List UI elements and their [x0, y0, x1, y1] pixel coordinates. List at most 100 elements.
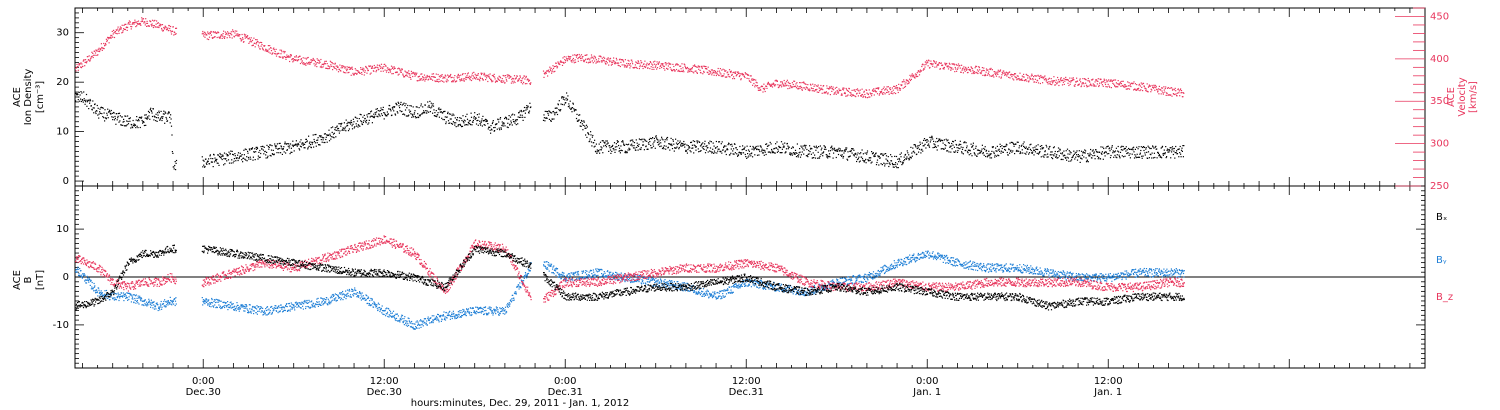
velocity-series-point [773, 84, 775, 86]
density-series-point [994, 156, 996, 158]
density-series-point [833, 148, 835, 151]
velocity-series-point [1018, 77, 1020, 80]
velocity-series-point [1122, 84, 1124, 87]
velocity-series-point [470, 79, 473, 82]
velocity-series-point [511, 80, 513, 82]
density-series-point [944, 144, 946, 146]
velocity-series-point [730, 70, 732, 72]
velocity-series-point [95, 49, 97, 51]
density-series-point [171, 134, 173, 136]
velocity-series-point [214, 31, 216, 33]
velocity-series-point [600, 60, 602, 62]
density-series-point [448, 122, 450, 124]
velocity-series-point [976, 65, 978, 68]
density-series-point [298, 144, 300, 146]
velocity-series-point [808, 88, 810, 90]
velocity-series-point [324, 60, 326, 62]
density-series-point [895, 165, 897, 167]
velocity-series-point [627, 59, 629, 61]
density-series-point [423, 111, 426, 113]
velocity-series-point [458, 76, 460, 78]
velocity-series-point [866, 92, 868, 94]
velocity-series-point [1017, 78, 1019, 80]
density-series-point [648, 138, 650, 141]
velocity-series-point [948, 66, 950, 68]
velocity-series-point [527, 78, 529, 81]
density-series-point [275, 145, 278, 147]
velocity-series-point [1062, 79, 1064, 81]
velocity-series-point [1117, 80, 1119, 82]
density-series-point [589, 140, 591, 142]
velocity-series-point [397, 68, 399, 70]
density-series-point [104, 109, 106, 111]
density-series-point [296, 144, 298, 146]
density-series-point [364, 117, 366, 120]
velocity-series-point [474, 73, 476, 75]
density-series-point [934, 145, 936, 147]
density-series-point [578, 119, 580, 121]
velocity-series-point [580, 57, 582, 60]
velocity-series-point [825, 92, 827, 94]
velocity-series-point [525, 76, 527, 79]
density-series-point [595, 143, 597, 145]
velocity-series-point [836, 86, 838, 88]
velocity-series-point [606, 58, 608, 60]
density-series-point [947, 139, 949, 141]
density-series-point [79, 94, 81, 96]
density-series-point [775, 143, 777, 145]
velocity-series-point [1145, 88, 1147, 90]
density-series-point [474, 118, 476, 120]
velocity-series-point [968, 68, 970, 70]
velocity-series-point [1025, 73, 1027, 75]
velocity-series-point [588, 57, 590, 60]
velocity-series-point [636, 67, 638, 69]
velocity-series-point [896, 87, 898, 89]
velocity-series-point [433, 76, 435, 78]
velocity-series-point [1128, 85, 1130, 87]
density-series-point [930, 137, 932, 139]
velocity-series-point [1116, 83, 1118, 85]
density-series-point [450, 113, 452, 115]
velocity-series-point [94, 50, 96, 52]
velocity-series-point [295, 55, 297, 57]
velocity-series-point [652, 61, 655, 63]
density-series-point [626, 152, 628, 154]
velocity-series-point [1173, 89, 1175, 91]
velocity-series-point [290, 55, 292, 57]
density-series-point [907, 152, 909, 154]
velocity-series-point [424, 78, 426, 80]
velocity-series-point [140, 24, 142, 26]
density-series-point [384, 112, 386, 114]
density-series-point [625, 152, 627, 154]
velocity-series-point [467, 77, 469, 79]
density-series-point [849, 150, 851, 152]
density-series-point [153, 115, 155, 117]
density-series-point [1003, 146, 1005, 148]
velocity-series-point [442, 80, 444, 82]
density-series-point [294, 144, 296, 146]
velocity-series-point [594, 60, 596, 62]
velocity-series-point [700, 65, 702, 67]
velocity-series-point [723, 73, 725, 75]
velocity-series-point [736, 74, 738, 76]
velocity-series-point [788, 82, 790, 84]
density-series-point [169, 116, 171, 118]
density-series-point [206, 161, 208, 163]
velocity-series-point [267, 49, 269, 51]
density-series-point [522, 119, 524, 121]
velocity-series-point [562, 57, 564, 59]
density-series-point [544, 120, 546, 122]
density-series-point [1001, 147, 1003, 150]
velocity-series-point [441, 75, 443, 77]
velocity-series-point [938, 62, 940, 64]
density-series-point [1066, 159, 1068, 161]
velocity-series-point [323, 64, 325, 66]
density-series-point [249, 149, 251, 151]
density-series-point [1069, 153, 1071, 155]
density-series-point [770, 152, 772, 154]
velocity-series-point [309, 62, 312, 64]
density-series-point [513, 121, 515, 123]
velocity-series-point [402, 73, 404, 75]
density-series-point [1053, 146, 1055, 148]
density-series-point [890, 154, 892, 156]
